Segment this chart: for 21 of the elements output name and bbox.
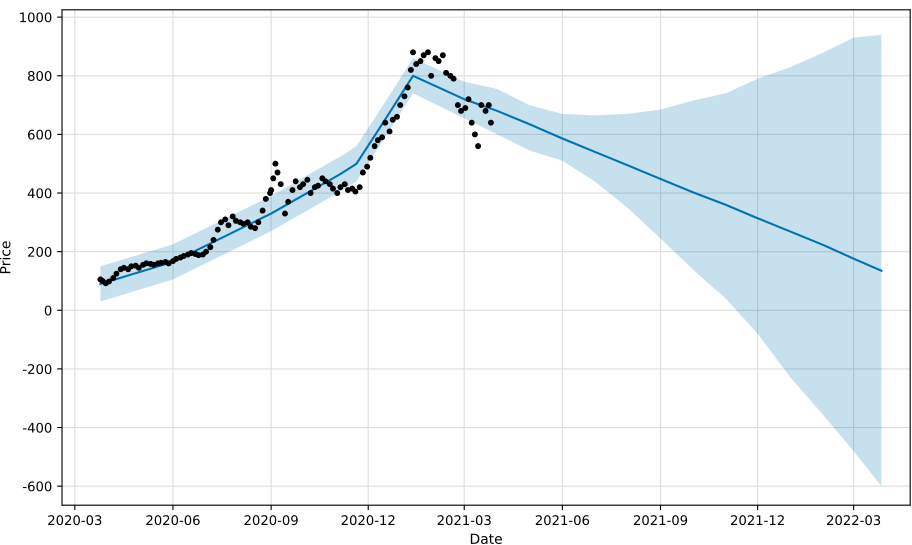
y-tick-label: 400 — [28, 188, 52, 198]
y-tick-label: -400 — [22, 422, 52, 433]
y-tick-label: 0 — [44, 306, 52, 316]
x-tick-label: 2021-06 — [536, 515, 590, 526]
x-tick-label: 2020-03 — [48, 515, 102, 526]
x-tick-label: 2020-06 — [146, 515, 200, 526]
x-tick-label: 2021-03 — [438, 515, 491, 526]
y-tick-label: 600 — [28, 130, 52, 140]
x-tick-label: 2021-09 — [634, 515, 688, 526]
x-tick-label: 2020-12 — [342, 515, 394, 526]
y-tick-label: 200 — [28, 246, 52, 257]
y-tick-label: -200 — [22, 364, 52, 374]
y-axis-title: Price — [0, 241, 10, 274]
x-axis-title: Date — [470, 534, 502, 544]
y-tick-label: -600 — [22, 481, 52, 492]
x-tick-label: 2020-09 — [244, 515, 298, 526]
x-tick-label: 2021-12 — [731, 515, 784, 526]
x-tick-label: 2022-03 — [827, 515, 880, 526]
line-series — [99, 74, 882, 285]
y-tick-label: 800 — [28, 70, 52, 81]
y-tick-label: 1000 — [20, 12, 52, 22]
